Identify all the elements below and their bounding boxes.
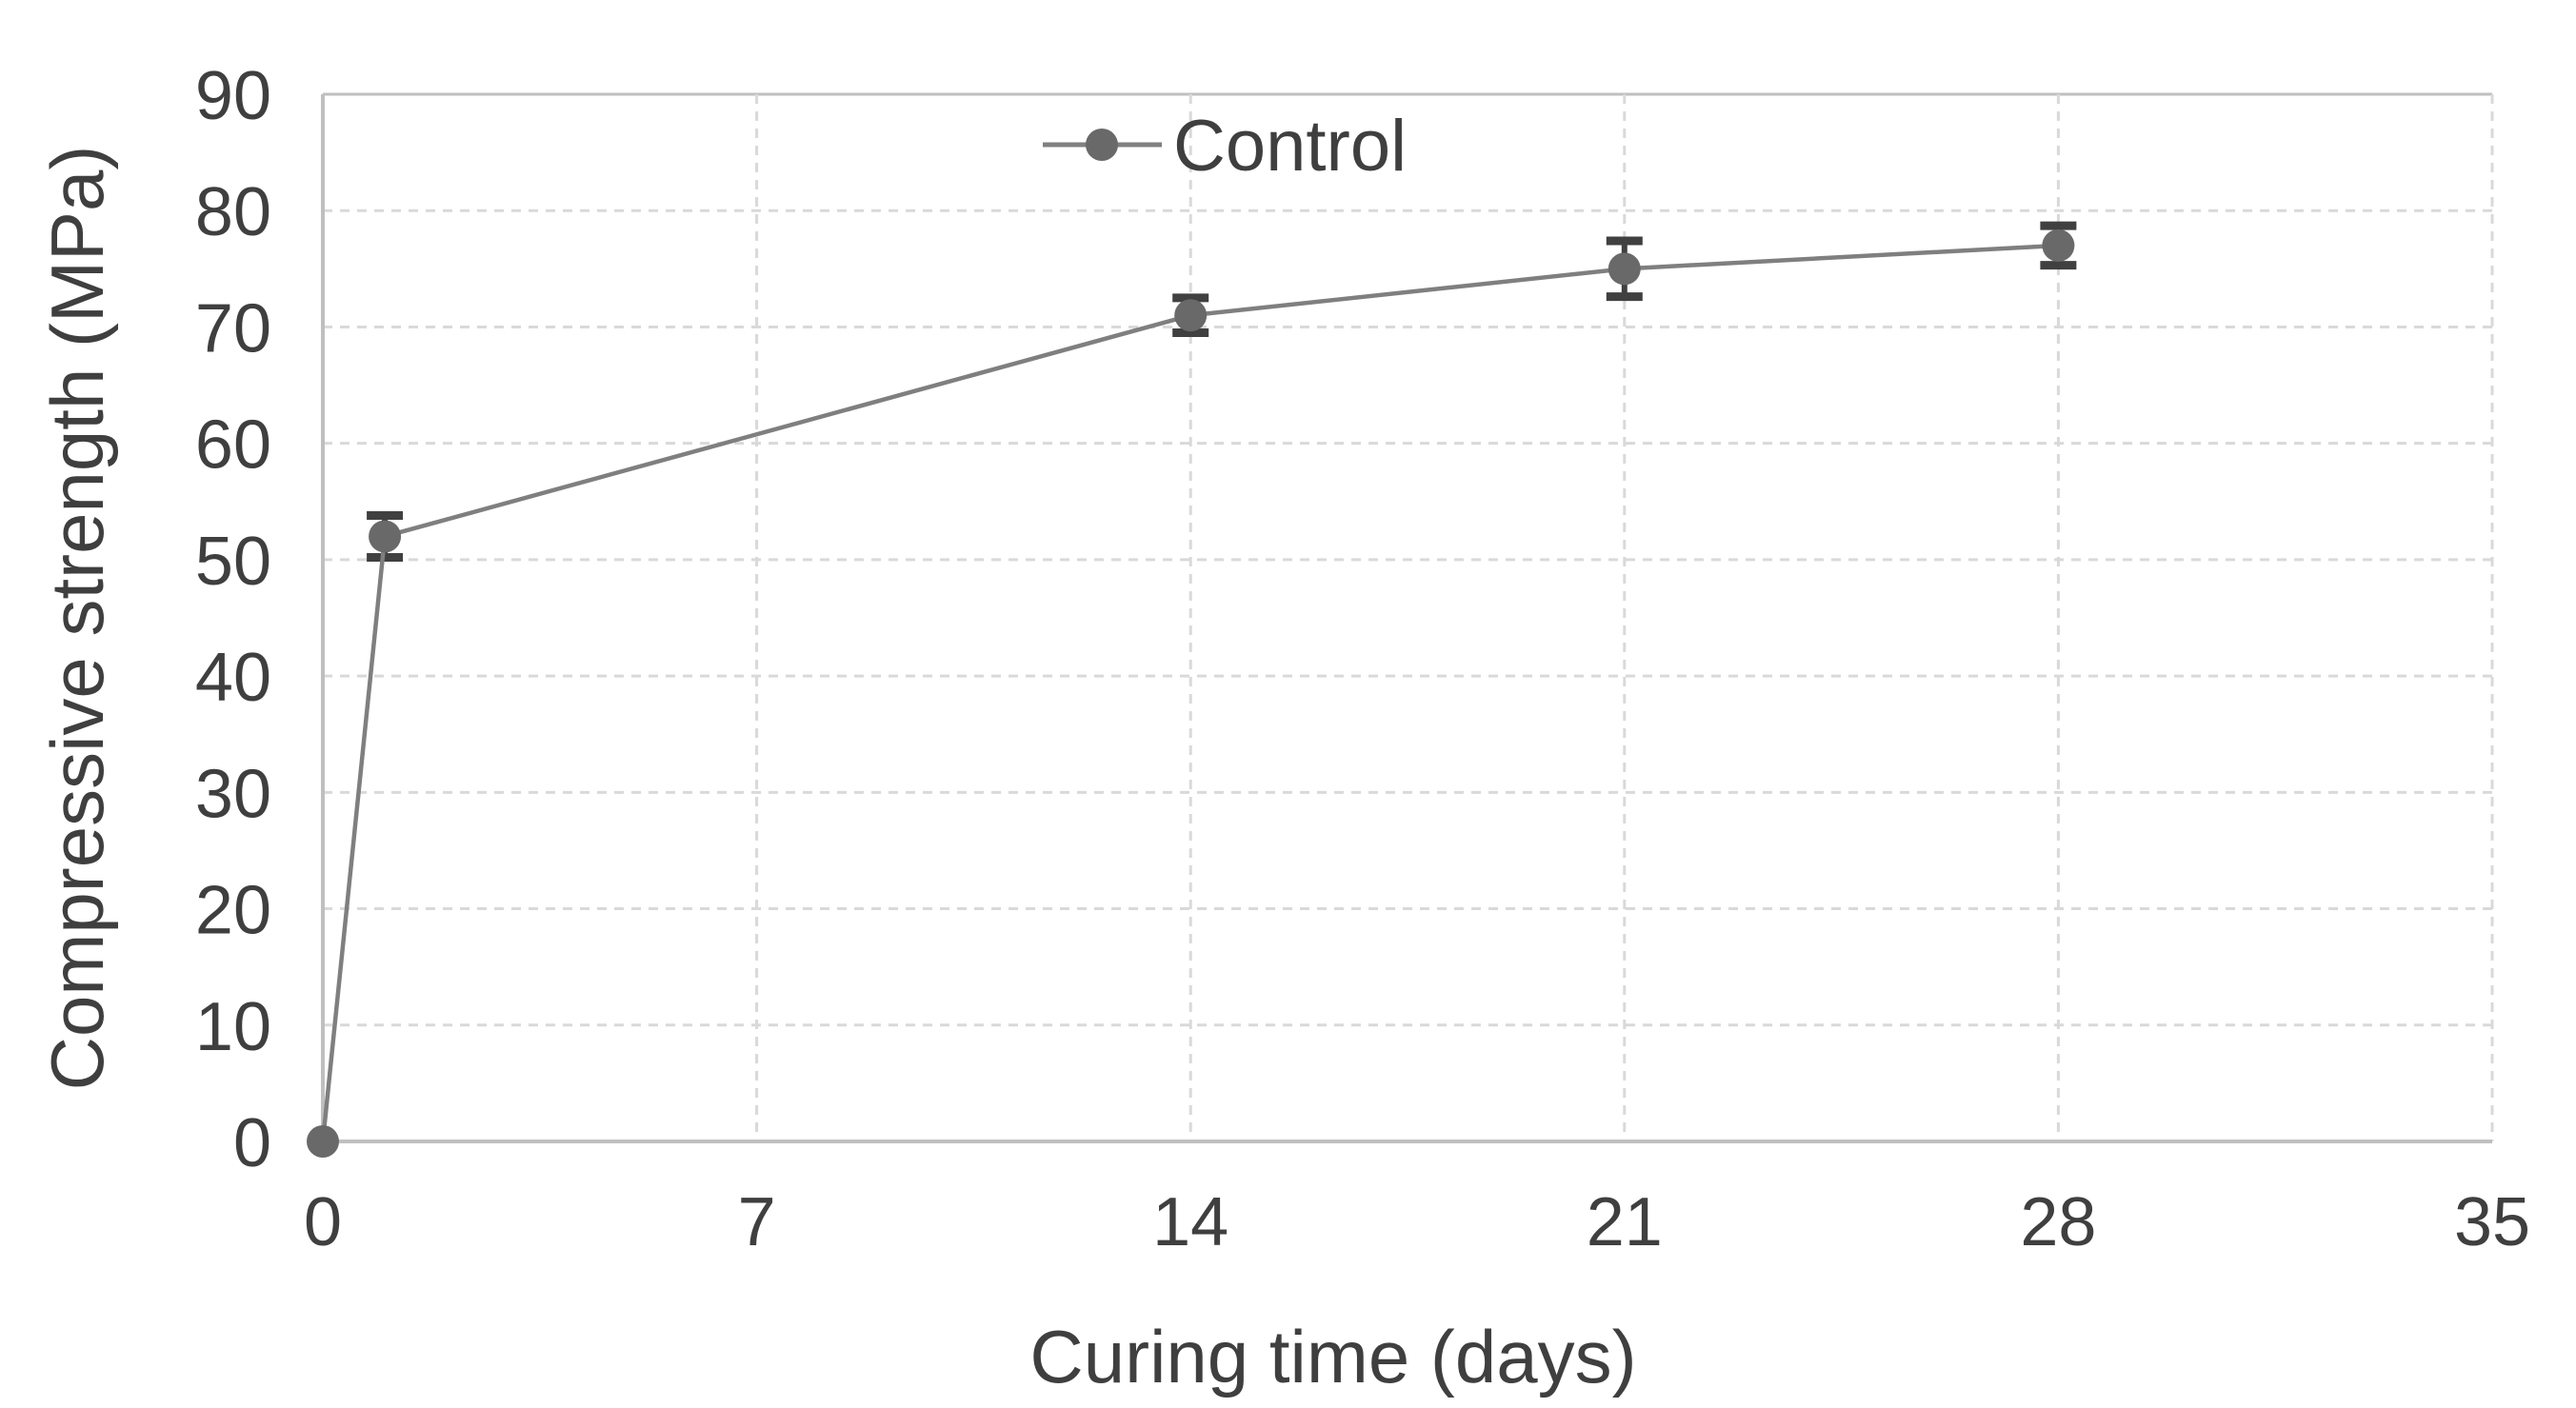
x-tick-label: 0 [304, 1184, 342, 1260]
y-tick-label: 20 [195, 873, 271, 949]
y-tick-label: 60 [195, 407, 271, 484]
y-tick-labels: 0 10 20 30 40 50 60 70 80 90 [195, 58, 271, 1181]
y-tick-label: 40 [195, 640, 271, 716]
x-tick-label: 14 [1152, 1184, 1228, 1260]
y-tick-label: 10 [195, 989, 271, 1065]
y-tick-label: 30 [195, 756, 271, 832]
y-tick-label: 50 [195, 524, 271, 600]
axis-lines [321, 94, 2492, 1143]
legend-label: Control [1173, 106, 1407, 187]
data-point-marker [1608, 252, 1641, 286]
data-point-marker [1174, 299, 1208, 332]
x-axis-title: Curing time (days) [1029, 1315, 1636, 1398]
gridlines [323, 92, 2494, 1141]
x-tick-label: 7 [738, 1184, 776, 1260]
data-point-marker [2042, 228, 2075, 262]
legend: Control [1043, 106, 1407, 187]
y-tick-label: 70 [195, 290, 271, 367]
y-tick-label: 0 [233, 1105, 271, 1181]
x-tick-label: 28 [2020, 1184, 2096, 1260]
x-tick-labels: 0 7 14 21 28 35 [304, 1184, 2530, 1260]
data-point-marker [369, 520, 402, 553]
y-axis-title: Compressive strength (MPa) [35, 146, 119, 1091]
y-tick-label: 90 [195, 58, 271, 134]
y-tick-label: 80 [195, 174, 271, 250]
series-control [307, 221, 2077, 1158]
x-tick-label: 21 [1587, 1184, 1663, 1260]
legend-circle-marker [1086, 129, 1118, 161]
data-point-marker [307, 1125, 339, 1158]
x-tick-label: 35 [2454, 1184, 2530, 1260]
